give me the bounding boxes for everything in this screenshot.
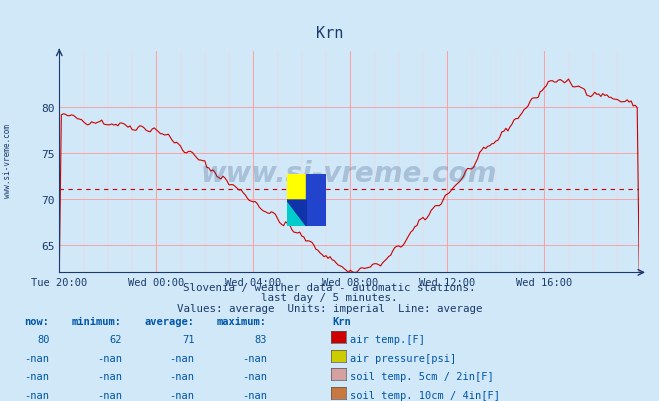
Text: 80: 80 — [37, 334, 49, 344]
Text: -nan: -nan — [169, 390, 194, 400]
Text: -nan: -nan — [242, 353, 267, 363]
Text: -nan: -nan — [24, 371, 49, 381]
Polygon shape — [287, 200, 306, 227]
Text: average:: average: — [144, 316, 194, 326]
Text: 62: 62 — [109, 334, 122, 344]
Text: -nan: -nan — [242, 390, 267, 400]
Text: soil temp. 5cm / 2in[F]: soil temp. 5cm / 2in[F] — [350, 371, 494, 381]
Text: -nan: -nan — [169, 353, 194, 363]
Text: maximum:: maximum: — [217, 316, 267, 326]
Polygon shape — [306, 174, 326, 227]
Text: soil temp. 10cm / 4in[F]: soil temp. 10cm / 4in[F] — [350, 390, 500, 400]
Bar — [287, 174, 306, 200]
Text: -nan: -nan — [97, 390, 122, 400]
Text: Slovenia / weather data - automatic stations.: Slovenia / weather data - automatic stat… — [183, 282, 476, 292]
Polygon shape — [287, 200, 306, 227]
Text: Krn: Krn — [316, 26, 343, 41]
Text: air temp.[F]: air temp.[F] — [350, 334, 425, 344]
Text: www.si-vreme.com: www.si-vreme.com — [201, 160, 498, 187]
Text: -nan: -nan — [97, 371, 122, 381]
Text: -nan: -nan — [24, 390, 49, 400]
Text: last day / 5 minutes.: last day / 5 minutes. — [261, 293, 398, 303]
Text: 71: 71 — [182, 334, 194, 344]
Text: www.si-vreme.com: www.si-vreme.com — [3, 124, 13, 197]
Text: 83: 83 — [254, 334, 267, 344]
Text: Values: average  Units: imperial  Line: average: Values: average Units: imperial Line: av… — [177, 303, 482, 313]
Text: Krn: Krn — [333, 316, 351, 326]
Text: -nan: -nan — [97, 353, 122, 363]
Text: air pressure[psi]: air pressure[psi] — [350, 353, 456, 363]
Text: -nan: -nan — [242, 371, 267, 381]
Text: -nan: -nan — [169, 371, 194, 381]
Text: minimum:: minimum: — [72, 316, 122, 326]
Text: now:: now: — [24, 316, 49, 326]
Text: -nan: -nan — [24, 353, 49, 363]
